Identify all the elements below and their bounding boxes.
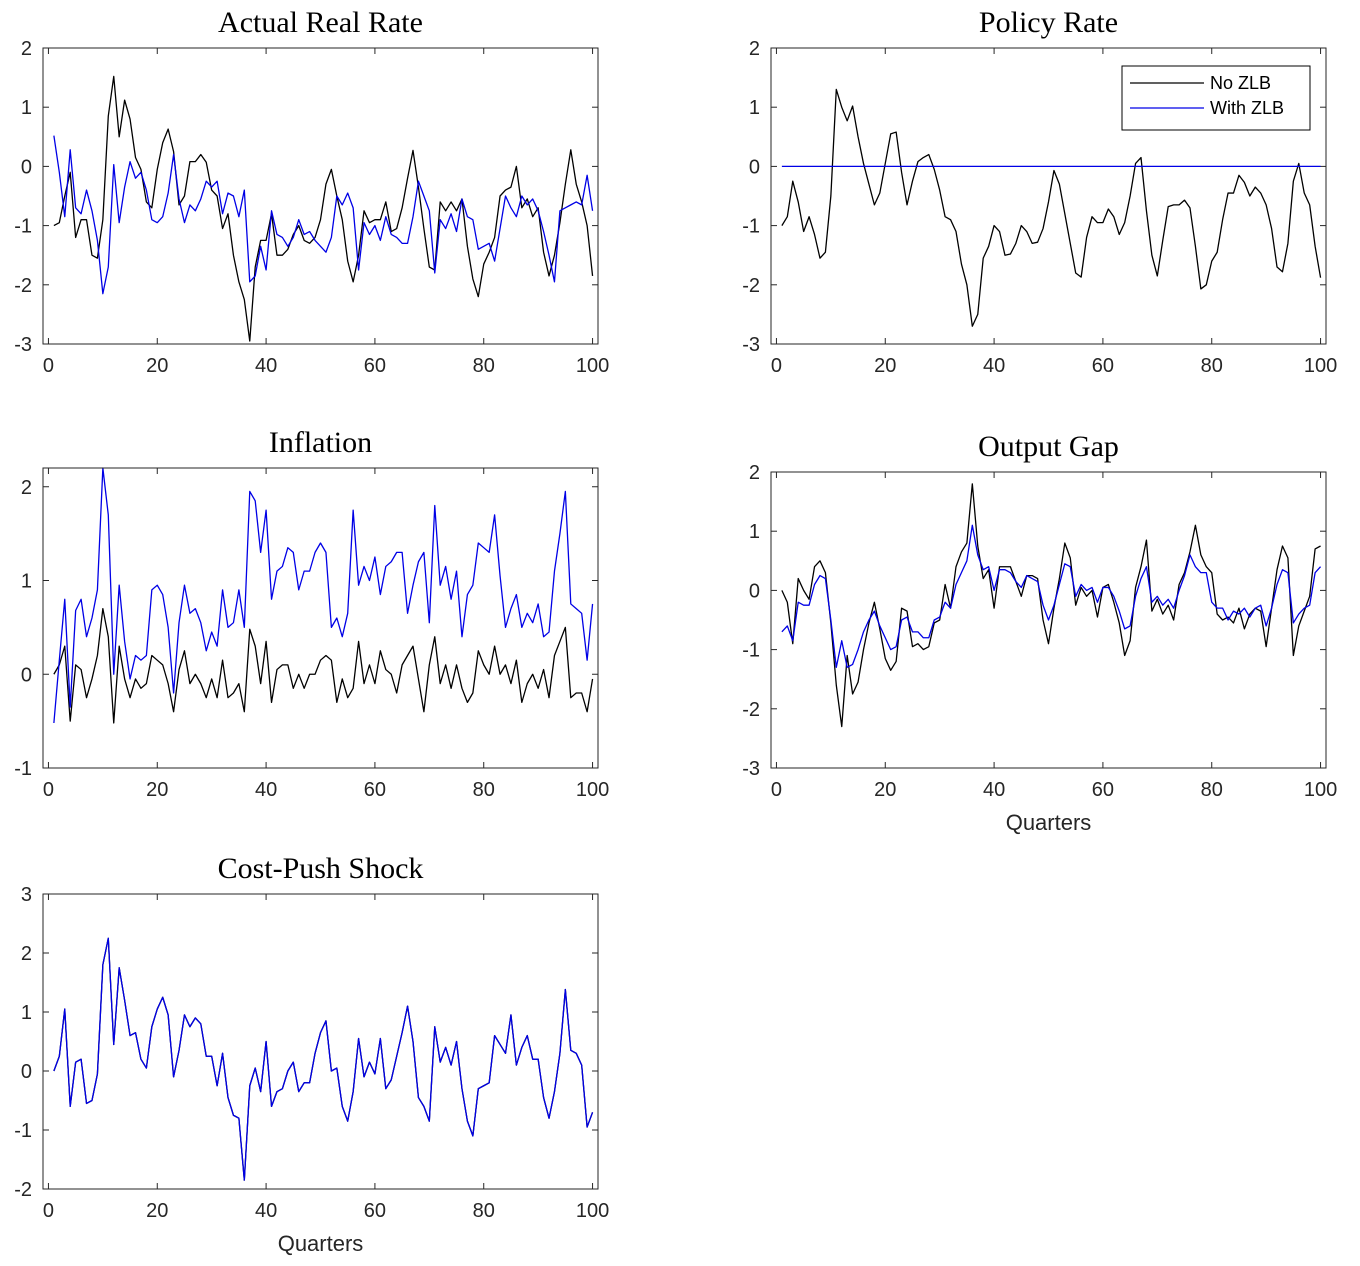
axes-background [43,48,598,344]
series-line [781,483,1321,728]
y-tick-label: 1 [749,97,760,119]
x-tick-label: 60 [364,355,386,377]
series-line [781,88,1322,327]
y-tick-label: -1 [14,1120,32,1142]
x-tick-label: 60 [1092,779,1114,801]
x-tick-label: 40 [983,779,1005,801]
y-tick-label: 2 [21,943,32,965]
y-tick-label: -2 [742,275,760,297]
y-tick-label: 2 [749,462,760,484]
x-tick-label: 60 [1092,355,1114,377]
y-tick-label: -1 [742,640,760,662]
y-tick-label: -1 [742,216,760,238]
y-tick-label: 0 [749,156,760,178]
y-tick-label: 2 [749,38,760,60]
series-line [53,607,594,724]
legend-box [1121,65,1311,131]
axes-box [770,47,1327,345]
y-tick-label: -3 [742,334,760,356]
y-tick-label: 2 [21,477,32,499]
subplot-title: Actual Real Rate [218,6,423,39]
x-tick-label: 80 [1201,355,1223,377]
axes-box [770,471,1327,769]
x-tick-label: 0 [771,779,782,801]
x-tick-label: 80 [473,779,495,801]
y-tick-label: 0 [21,1061,32,1083]
y-tick-label: 2 [21,38,32,60]
y-tick-label: 0 [21,156,32,178]
y-tick-label: -3 [742,758,760,780]
x-tick-label: 40 [255,779,277,801]
y-tick-label: 1 [749,521,760,543]
y-tick-label: -3 [14,334,32,356]
axes-box [42,467,599,769]
x-tick-label: 80 [1201,779,1223,801]
y-tick-label: 3 [21,884,32,906]
x-tick-label: 100 [1304,355,1337,377]
x-axis-label: Quarters [278,1231,364,1256]
x-tick-label: 40 [255,355,277,377]
x-tick-label: 60 [364,1200,386,1222]
x-tick-label: 20 [146,1200,168,1222]
y-tick-label: -2 [742,699,760,721]
x-tick-label: 100 [576,779,609,801]
x-tick-label: 0 [43,1200,54,1222]
x-tick-label: 20 [146,355,168,377]
y-tick-label: 0 [749,580,760,602]
x-tick-label: 80 [473,1200,495,1222]
axes-background [43,894,598,1189]
x-tick-label: 20 [146,779,168,801]
series-line [53,467,594,724]
y-tick-label: -1 [14,216,32,238]
x-tick-label: 80 [473,355,495,377]
x-tick-label: 100 [576,1200,609,1222]
subplot-title: Policy Rate [979,6,1118,39]
axes-background [43,468,598,768]
series-line [53,75,594,342]
x-tick-label: 0 [43,779,54,801]
subplot-title: Cost-Push Shock [218,852,424,885]
x-tick-label: 100 [576,355,609,377]
subplot-title: Output Gap [978,430,1119,463]
y-tick-label: 1 [21,571,32,593]
legend-label: No ZLB [1210,73,1271,93]
x-tick-label: 60 [364,779,386,801]
legend-label: With ZLB [1210,98,1284,118]
axes-box [42,893,599,1190]
x-tick-label: 100 [1304,779,1337,801]
y-tick-label: 1 [21,1002,32,1024]
series-line [53,937,594,1181]
y-tick-label: -2 [14,1179,32,1201]
y-tick-label: -1 [14,758,32,780]
y-tick-label: 1 [21,97,32,119]
y-tick-label: -2 [14,275,32,297]
x-tick-label: 0 [771,355,782,377]
axes-box [42,47,599,345]
x-tick-label: 20 [874,355,896,377]
y-tick-label: 0 [21,664,32,686]
x-axis-label: Quarters [1006,810,1092,835]
x-tick-label: 0 [43,355,54,377]
x-tick-label: 20 [874,779,896,801]
subplot-title: Inflation [269,426,372,459]
x-tick-label: 40 [983,355,1005,377]
x-tick-label: 40 [255,1200,277,1222]
series-line [53,135,594,295]
series-line [781,524,1322,669]
